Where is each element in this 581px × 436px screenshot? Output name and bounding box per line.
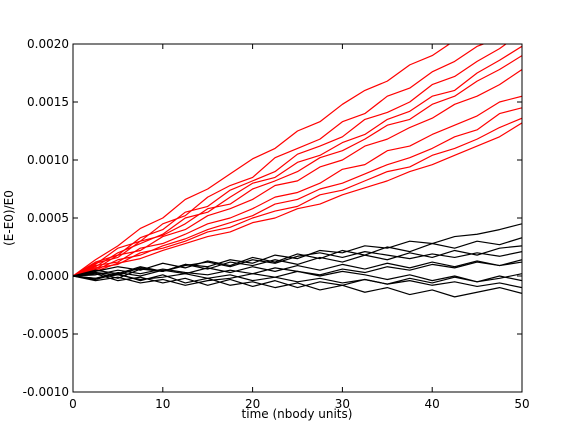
y-tick-label: -0.0010 xyxy=(23,385,69,399)
series-line xyxy=(73,273,522,289)
x-tick-label: 30 xyxy=(335,397,350,411)
y-tick-label: 0.0000 xyxy=(27,269,69,283)
series-line xyxy=(73,117,522,277)
series-line xyxy=(73,107,522,277)
x-tick-label: 20 xyxy=(245,397,260,411)
series-line xyxy=(73,267,522,283)
series-line xyxy=(73,260,522,279)
series-line xyxy=(73,95,522,277)
x-tick-label: 40 xyxy=(425,397,440,411)
series-line xyxy=(73,44,451,277)
series-line xyxy=(73,44,507,277)
x-axis-label: time (nbody units) xyxy=(242,407,353,421)
y-tick-label: 0.0005 xyxy=(27,211,69,225)
plot-area xyxy=(73,44,522,298)
x-tick-label: 0 xyxy=(69,397,77,411)
x-tick-label: 10 xyxy=(155,397,170,411)
y-tick-label: 0.0015 xyxy=(27,95,69,109)
y-axis-label: (E-E0)/E0 xyxy=(2,190,16,246)
series-line xyxy=(73,237,522,277)
x-tick-label: 50 xyxy=(514,397,529,411)
series-line xyxy=(73,122,522,277)
series-line xyxy=(73,45,522,277)
series-line xyxy=(73,69,522,277)
y-tick-label: -0.0005 xyxy=(23,327,69,341)
series-line xyxy=(73,223,522,279)
y-tick-label: 0.0010 xyxy=(27,153,69,167)
series-line xyxy=(73,251,522,277)
series-line xyxy=(73,55,522,277)
y-tick-label: 0.0020 xyxy=(27,37,69,51)
